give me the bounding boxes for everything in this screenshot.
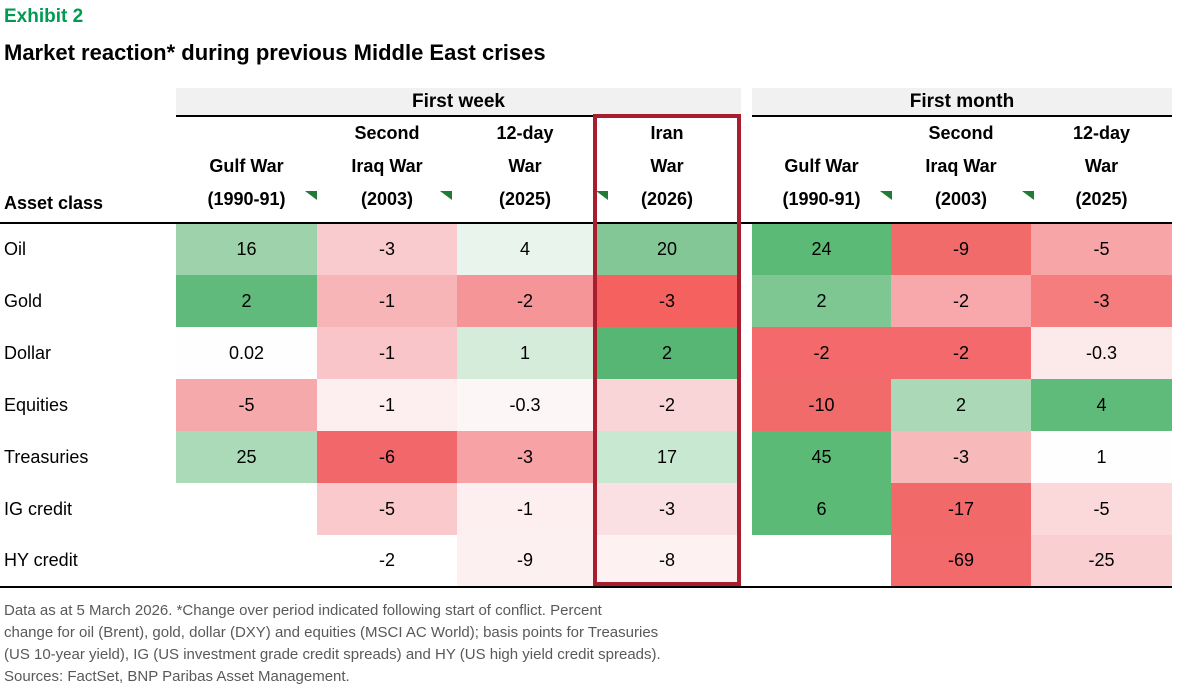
heatmap-cell: 2 [891,379,1031,431]
column-header-second-iraq-war-fw: Second Iraq War (2003) [317,116,457,224]
heatmap-cell: 45 [752,431,891,483]
row-label: Dollar [0,327,176,379]
footnote-line: change for oil (Brent), gold, dollar (DX… [4,624,659,641]
heatmap-cell: 2 [752,275,891,327]
exhibit-label: Exhibit 2 [4,6,84,27]
heatmap-cell: -5 [1031,223,1173,275]
heatmap-cell: -6 [317,431,457,483]
row-label: Oil [0,223,176,275]
heatmap-cell: 4 [1031,379,1173,431]
row-label: Treasuries [0,431,176,483]
column-header-12-day-war-fw: 12-day War (2025) [457,116,593,224]
market-reaction-table-wrap: First week First month Asset class Gulf … [0,88,1173,588]
row-label: IG credit [0,483,176,535]
table-row: Gold 2 -1 -2 -3 2 -2 -3 [0,275,1173,327]
heatmap-cell: -3 [457,431,593,483]
heatmap-cell: 2 [593,327,741,379]
heatmap-cell: -0.3 [457,379,593,431]
heatmap-cell [752,535,891,588]
group-header-spacer [0,88,176,116]
table-row: IG credit -5 -1 -3 6 -17 -5 [0,483,1173,535]
page-title: Market reaction* during previous Middle … [4,40,546,65]
heatmap-cell: -69 [891,535,1031,588]
table-row: Dollar 0.02 -1 1 2 -2 -2 -0.3 [0,327,1173,379]
heatmap-cell: 0.02 [176,327,317,379]
group-header-row: First week First month [0,88,1173,117]
heatmap-cell [176,535,317,588]
heatmap-cell: -3 [891,431,1031,483]
heatmap-cell: -1 [317,275,457,327]
group-gutter [741,483,752,535]
group-header-first-month: First month [752,88,1173,117]
group-gutter [741,379,752,431]
heatmap-cell: 25 [176,431,317,483]
heatmap-cell: -2 [593,379,741,431]
group-gutter [741,88,752,116]
column-header-gulf-war-fw: Gulf War (1990-91) [176,116,317,224]
heatmap-cell: 1 [457,327,593,379]
group-gutter [741,535,752,588]
group-gutter [741,431,752,483]
table-row: HY credit -2 -9 -8 -69 -25 [0,535,1173,588]
heatmap-cell: -3 [593,275,741,327]
heatmap-cell: -2 [752,327,891,379]
column-header-12-day-war-fm: 12-day War (2025) [1031,116,1173,224]
heatmap-cell: -2 [457,275,593,327]
heatmap-cell: 2 [176,275,317,327]
heatmap-cell: 16 [176,223,317,275]
heatmap-cell: -10 [752,379,891,431]
row-label: Gold [0,275,176,327]
table-row: Treasuries 25 -6 -3 17 45 -3 1 [0,431,1173,483]
heatmap-cell: 20 [593,223,741,275]
row-label: HY credit [0,535,176,588]
group-gutter [741,223,752,275]
footnote-line: (US 10-year yield), IG (US investment gr… [4,646,661,663]
footnote-line: Data as at 5 March 2026. *Change over pe… [4,602,602,619]
footnote: Data as at 5 March 2026. *Change over pe… [4,600,661,688]
heatmap-cell: -3 [1031,275,1173,327]
heatmap-cell: -5 [317,483,457,535]
heatmap-cell [176,483,317,535]
heatmap-cell: -2 [317,535,457,588]
group-gutter [741,116,752,224]
heatmap-cell: -2 [891,275,1031,327]
table-row: Oil 16 -3 4 20 24 -9 -5 [0,223,1173,275]
heatmap-cell: 6 [752,483,891,535]
group-gutter [741,327,752,379]
column-header-iran-war: Iran War (2026) [593,116,741,224]
table-row: Equities -5 -1 -0.3 -2 -10 2 4 [0,379,1173,431]
heatmap-cell: 1 [1031,431,1173,483]
heatmap-cell: -9 [457,535,593,588]
heatmap-cell: 4 [457,223,593,275]
row-label: Equities [0,379,176,431]
heatmap-cell: -25 [1031,535,1173,588]
heatmap-cell: -2 [891,327,1031,379]
heatmap-cell: 17 [593,431,741,483]
group-header-first-week: First week [176,88,741,117]
column-header-gulf-war-fm: Gulf War (1990-91) [752,116,891,224]
heatmap-cell: 24 [752,223,891,275]
heatmap-cell: -5 [1031,483,1173,535]
heatmap-cell: -3 [317,223,457,275]
heatmap-cell: -8 [593,535,741,588]
asset-class-header: Asset class [0,116,176,224]
group-gutter [741,275,752,327]
heatmap-cell: -1 [457,483,593,535]
heatmap-cell: -0.3 [1031,327,1173,379]
market-reaction-table: First week First month Asset class Gulf … [0,88,1173,588]
heatmap-cell: -3 [593,483,741,535]
column-header-second-iraq-war-fm: Second Iraq War (2003) [891,116,1031,224]
heatmap-cell: -5 [176,379,317,431]
footnote-line: Sources: FactSet, BNP Paribas Asset Mana… [4,668,350,685]
column-header-row: Asset class Gulf War (1990-91) Second Ir… [0,116,1173,224]
table-body: Oil 16 -3 4 20 24 -9 -5 Gold 2 -1 -2 -3 2 -2 -3 Dollar 0.… [0,223,1173,588]
heatmap-cell: -1 [317,379,457,431]
heatmap-cell: -9 [891,223,1031,275]
heatmap-cell: -1 [317,327,457,379]
heatmap-cell: -17 [891,483,1031,535]
